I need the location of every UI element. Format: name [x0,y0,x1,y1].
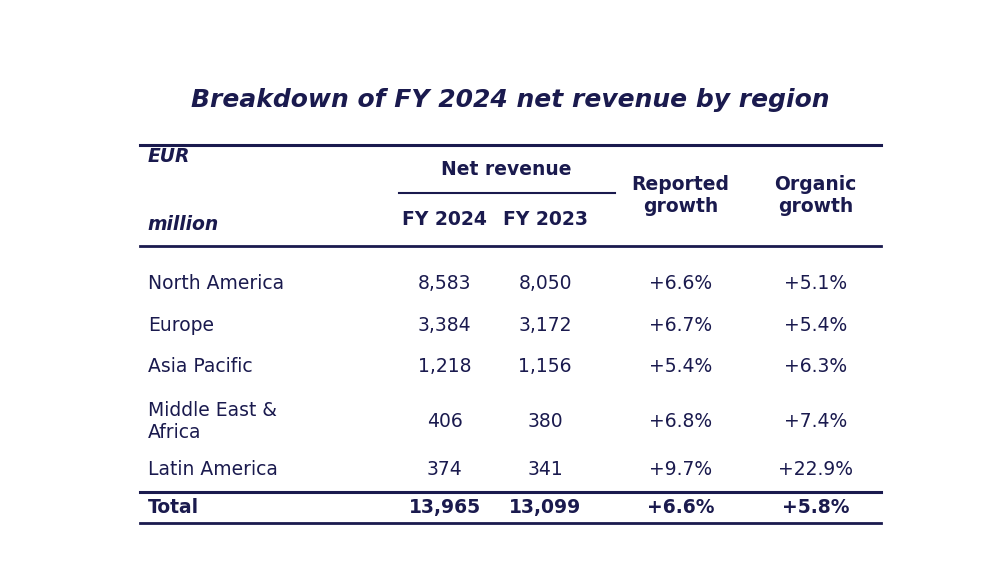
Text: FY 2024: FY 2024 [402,210,487,229]
Text: EUR: EUR [147,146,190,166]
Text: +5.1%: +5.1% [784,274,847,293]
Text: +22.9%: +22.9% [778,461,853,479]
Text: Middle East &
Africa: Middle East & Africa [147,401,277,442]
Text: 380: 380 [527,412,563,431]
Text: 3,384: 3,384 [418,316,472,335]
Text: million: million [147,215,219,234]
Text: 3,172: 3,172 [519,316,572,335]
Text: Organic
growth: Organic growth [774,175,857,216]
Text: +6.6%: +6.6% [646,498,714,517]
Text: Breakdown of FY 2024 net revenue by region: Breakdown of FY 2024 net revenue by regi… [191,88,830,112]
Text: Latin America: Latin America [147,461,278,479]
Text: North America: North America [147,274,284,293]
Text: +6.8%: +6.8% [648,412,712,431]
Text: +6.6%: +6.6% [648,274,712,293]
Text: Asia Pacific: Asia Pacific [147,357,252,376]
Text: +6.7%: +6.7% [648,316,712,335]
Text: 8,583: 8,583 [418,274,471,293]
Text: Europe: Europe [147,316,214,335]
Text: Reported
growth: Reported growth [631,175,729,216]
Text: +7.4%: +7.4% [784,412,847,431]
Text: 13,099: 13,099 [509,498,582,517]
Text: 8,050: 8,050 [519,274,572,293]
Text: 374: 374 [427,461,463,479]
Text: +6.3%: +6.3% [784,357,847,376]
Text: 13,965: 13,965 [408,498,481,517]
Text: 341: 341 [527,461,563,479]
Text: 1,156: 1,156 [519,357,572,376]
Text: FY 2023: FY 2023 [503,210,588,229]
Text: +5.4%: +5.4% [784,316,847,335]
Text: Total: Total [147,498,199,517]
Text: +5.8%: +5.8% [782,498,850,517]
Text: 406: 406 [427,412,463,431]
Text: Net revenue: Net revenue [441,160,572,179]
Text: +9.7%: +9.7% [648,461,712,479]
Text: +5.4%: +5.4% [648,357,712,376]
Text: 1,218: 1,218 [418,357,471,376]
